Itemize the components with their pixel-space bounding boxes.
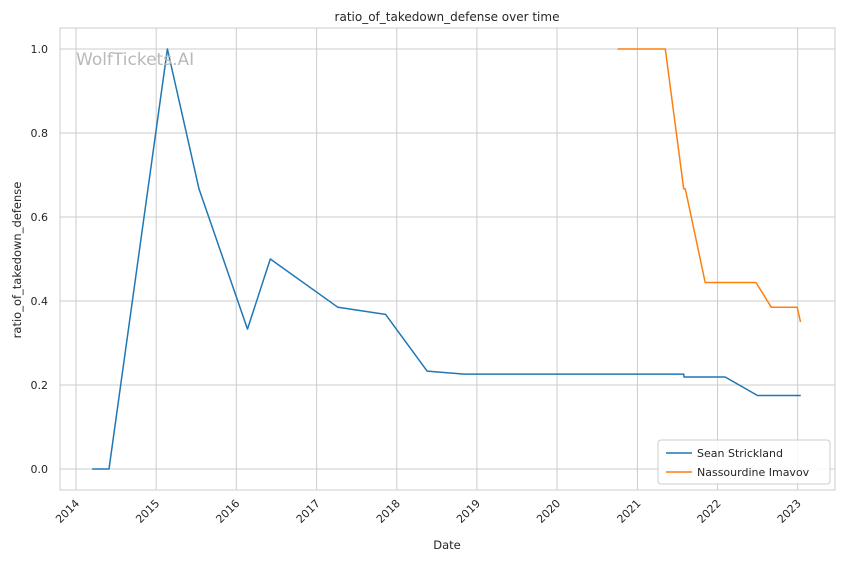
- legend: Sean Strickland Nassourdine Imavov: [657, 439, 831, 485]
- legend-label-nassourdine-imavov: Nassourdine Imavov: [697, 466, 810, 479]
- y-tick-label: 0.8: [31, 127, 49, 140]
- y-tick-label: 0.6: [31, 211, 49, 224]
- series-line-sean-strickland: [92, 48, 801, 470]
- x-axis-label: Date: [433, 538, 461, 552]
- y-tick-label: 0.4: [31, 295, 49, 308]
- y-axis-label: ratio_of_takedown_defense: [10, 182, 24, 339]
- gridlines: [60, 28, 835, 490]
- series-lines: [92, 48, 802, 470]
- series-line-nassourdine-imavov: [617, 48, 802, 323]
- chart-title: ratio_of_takedown_defense over time: [335, 10, 560, 24]
- y-tick-label: 0.2: [31, 379, 49, 392]
- legend-label-sean-strickland: Sean Strickland: [697, 447, 783, 460]
- watermark: WolfTickets.AI: [76, 50, 194, 70]
- legend-box: [657, 439, 831, 485]
- y-tick-label: 1.0: [31, 43, 49, 56]
- y-tick-label: 0.0: [31, 463, 49, 476]
- plot-area-frame: [59, 27, 836, 491]
